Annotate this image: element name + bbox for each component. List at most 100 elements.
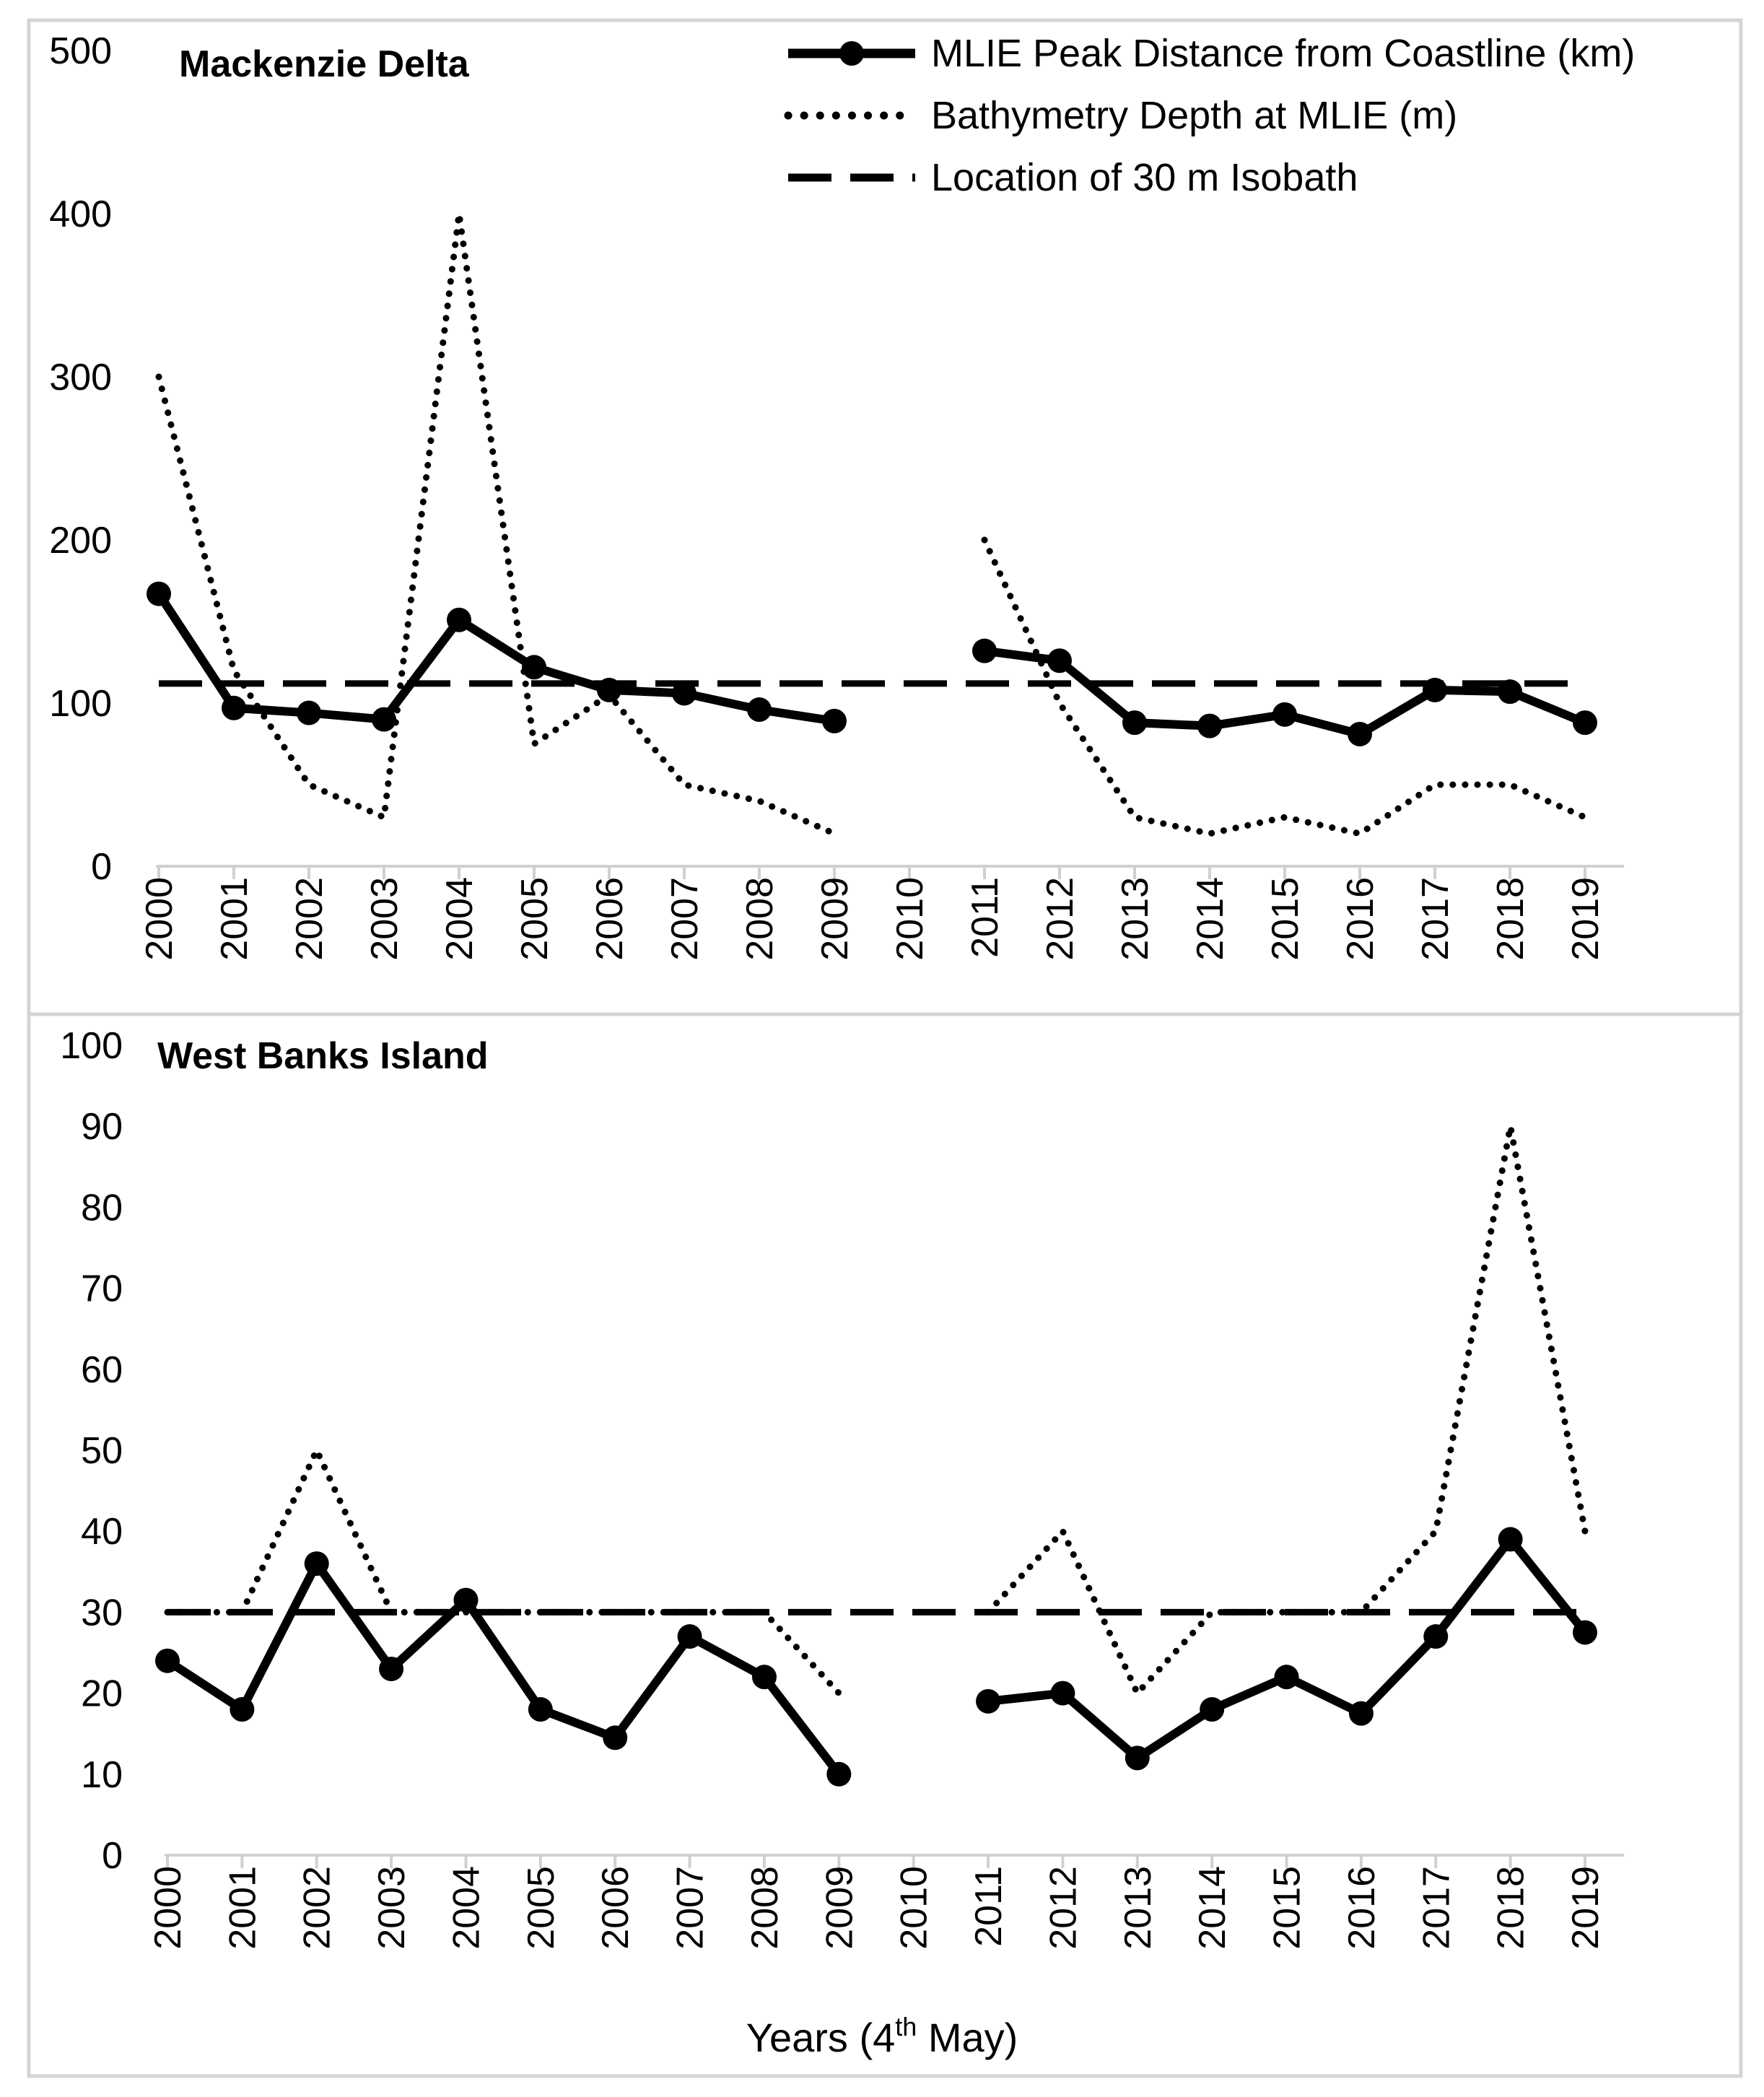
x-tick-label: 2005 xyxy=(520,1866,562,1950)
x-tick-label: 2019 xyxy=(1565,877,1607,961)
peak-distance-line xyxy=(987,1535,1589,1763)
y-tick-label: 0 xyxy=(102,1835,123,1877)
peak-distance-point xyxy=(1423,677,1447,702)
x-tick-label: 2019 xyxy=(1565,1866,1607,1950)
x-tick-label: 2007 xyxy=(664,877,706,961)
x-tick-label: 2013 xyxy=(1114,877,1156,961)
x-tick-label: 2000 xyxy=(139,877,180,961)
peak-distance-point xyxy=(297,700,321,725)
peak-distance-point xyxy=(372,707,396,732)
peak-distance-point xyxy=(1348,721,1372,746)
x-tick-label: 2002 xyxy=(289,877,331,961)
bathymetry-series xyxy=(155,213,1589,837)
legend-item-isobath: Location of 30 m Isobath xyxy=(788,156,1358,199)
chart-title: West Banks Island xyxy=(157,1035,489,1077)
peak-distance-point xyxy=(597,677,621,702)
peak-distance-line xyxy=(154,591,835,725)
peak-distance-point xyxy=(751,1665,777,1690)
x-tick-label: 2001 xyxy=(222,1866,263,1950)
y-tick-label: 400 xyxy=(49,193,112,235)
legend-item-peak: MLIE Peak Distance from Coastline (km) xyxy=(788,32,1635,75)
peak-distance-series xyxy=(147,581,1597,746)
x-tick-label: 2014 xyxy=(1189,877,1231,961)
peak-distance-point xyxy=(230,1697,255,1722)
bathymetry-line xyxy=(984,1125,1589,1699)
peak-distance-point xyxy=(677,1624,702,1649)
peak-distance-point xyxy=(1272,702,1297,727)
peak-distance-point xyxy=(1348,1701,1374,1726)
peak-distance-point xyxy=(747,697,772,723)
x-tick-label: 2011 xyxy=(964,877,1006,958)
x-tick-label: 2010 xyxy=(889,877,931,961)
y-tick-label: 500 xyxy=(49,30,112,72)
y-tick-label: 80 xyxy=(81,1187,123,1229)
west-banks-island-chart: West Banks Island 0 10 20 30 40 50 60 70 80 90 100… xyxy=(60,1025,1624,1950)
y-tick-label: 10 xyxy=(81,1754,123,1796)
bathymetry-series xyxy=(164,1125,1589,1699)
x-tick-label: 2013 xyxy=(1117,1866,1159,1950)
peak-distance-point xyxy=(447,607,471,632)
bathymetry-line xyxy=(981,536,1589,837)
peak-distance-point xyxy=(1200,1697,1225,1722)
bathymetry-line xyxy=(164,1442,842,1697)
x-tick-label: 2004 xyxy=(445,1866,487,1950)
y-tick-label: 20 xyxy=(81,1673,123,1715)
y-tick-label: 60 xyxy=(81,1349,123,1391)
legend-label-peak: MLIE Peak Distance from Coastline (km) xyxy=(931,32,1635,75)
peak-distance-point xyxy=(147,581,171,606)
peak-distance-point xyxy=(1498,1527,1523,1552)
peak-distance-point xyxy=(672,681,697,706)
peak-distance-point xyxy=(1125,1745,1150,1771)
peak-distance-point xyxy=(1047,648,1072,673)
peak-distance-point xyxy=(1122,710,1147,736)
x-tick-label: 2000 xyxy=(147,1866,189,1950)
x-tick-label: 2014 xyxy=(1192,1866,1234,1950)
y-tick-label: 100 xyxy=(60,1025,123,1067)
peak-distance-point xyxy=(972,638,997,663)
peak-distance-point xyxy=(304,1551,329,1577)
peak-distance-point xyxy=(1050,1680,1075,1706)
y-tick-label: 300 xyxy=(49,357,112,398)
y-tick-label: 50 xyxy=(81,1430,123,1472)
x-tick-label: 2006 xyxy=(589,877,631,961)
peak-distance-series xyxy=(155,1527,1597,1787)
y-tick-label: 40 xyxy=(81,1511,123,1553)
x-tick-label: 2018 xyxy=(1490,1866,1532,1950)
legend-label-bathymetry: Bathymetry Depth at MLIE (m) xyxy=(931,94,1457,137)
x-tick-label: 2016 xyxy=(1341,1866,1383,1950)
x-tick-label: 2007 xyxy=(670,1866,712,1950)
peak-distance-point xyxy=(1498,679,1522,705)
x-tick-label: 2016 xyxy=(1340,877,1381,961)
x-axis-label: Years (4th May) xyxy=(746,2012,1018,2060)
peak-distance-point xyxy=(453,1587,479,1613)
y-tick-label: 70 xyxy=(81,1268,123,1310)
legend-item-bathymetry: Bathymetry Depth at MLIE (m) xyxy=(784,94,1457,137)
peak-distance-point xyxy=(1197,713,1222,738)
x-tick-label: 2018 xyxy=(1490,877,1532,961)
x-tick-label: 2012 xyxy=(1042,1866,1084,1950)
peak-distance-point xyxy=(822,708,847,733)
legend-label-isobath: Location of 30 m Isobath xyxy=(931,156,1358,199)
peak-distance-point xyxy=(1573,1620,1597,1645)
legend: MLIE Peak Distance from Coastline (km) B… xyxy=(784,32,1635,199)
peak-distance-point xyxy=(379,1656,404,1681)
x-tick-label: 2010 xyxy=(894,1866,935,1950)
bathymetry-line xyxy=(155,213,838,837)
x-tick-label: 2002 xyxy=(297,1866,339,1950)
peak-distance-point xyxy=(1573,710,1597,736)
axes: 0 100 200 300 400 500 2000 2001 2002 2003 2004 2005… xyxy=(49,30,1624,961)
peak-distance-point xyxy=(155,1648,180,1673)
x-tick-label: 2005 xyxy=(514,877,556,961)
x-tick-label: 2008 xyxy=(739,877,781,961)
x-tick-label: 2001 xyxy=(214,877,256,961)
peak-distance-point xyxy=(826,1761,852,1787)
peak-distance-point xyxy=(1274,1665,1299,1690)
peak-distance-line xyxy=(165,1559,843,1777)
y-tick-label: 90 xyxy=(81,1106,123,1148)
chart-title: Mackenzie Delta xyxy=(179,43,470,85)
peak-distance-point xyxy=(1423,1624,1449,1649)
x-tick-label: 2009 xyxy=(814,877,856,961)
x-tick-label: 2009 xyxy=(818,1866,860,1950)
peak-distance-point xyxy=(976,1688,1001,1714)
